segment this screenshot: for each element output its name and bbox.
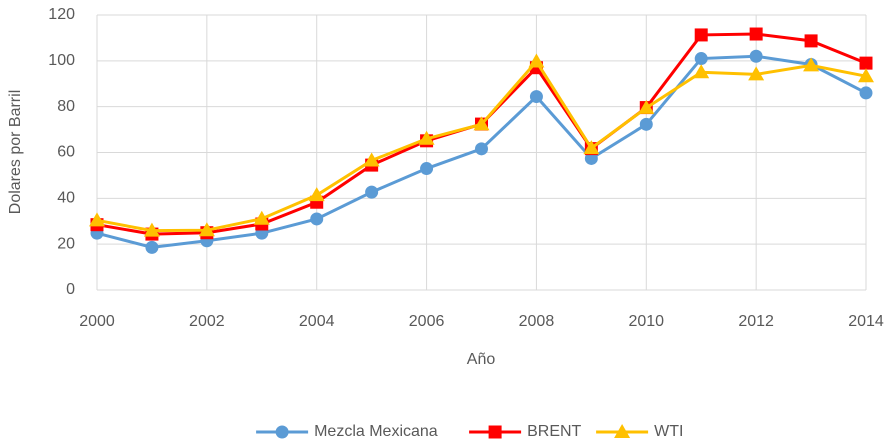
- legend-item: Mezcla Mexicana: [256, 423, 438, 440]
- data-point: [420, 162, 434, 176]
- data-point: [529, 90, 543, 104]
- legend-label: Mezcla Mexicana: [314, 423, 438, 440]
- data-point: [308, 187, 325, 202]
- x-tick-label: 2006: [409, 313, 445, 330]
- data-point: [693, 64, 710, 79]
- y-tick-label: 20: [57, 235, 75, 252]
- legend-marker: [488, 425, 502, 439]
- data-point: [638, 99, 655, 114]
- y-tick-label: 0: [66, 281, 75, 298]
- data-point: [473, 116, 490, 131]
- x-tick-label: 2000: [79, 313, 115, 330]
- data-point: [694, 28, 708, 42]
- data-point: [694, 52, 708, 66]
- data-point: [748, 66, 765, 81]
- data-point: [859, 56, 873, 70]
- data-point: [749, 49, 763, 63]
- data-point: [310, 212, 324, 226]
- legend-marker: [275, 425, 289, 439]
- data-point: [803, 57, 820, 72]
- data-point: [253, 210, 270, 225]
- data-point: [89, 212, 105, 227]
- data-point: [584, 151, 598, 165]
- data-point: [749, 27, 763, 41]
- y-tick-label: 100: [48, 52, 75, 69]
- x-tick-label: 2014: [848, 313, 884, 330]
- data-point: [418, 130, 435, 145]
- legend-item: WTI: [596, 423, 683, 440]
- data-point: [363, 152, 380, 167]
- y-tick-label: 40: [57, 190, 75, 207]
- legend-marker: [614, 424, 631, 438]
- x-tick-label: 2002: [189, 313, 225, 330]
- legend-label: WTI: [654, 423, 683, 440]
- series-line: [96, 32, 867, 236]
- y-tick-label: 120: [48, 6, 75, 23]
- data-point: [143, 222, 160, 237]
- data-point: [198, 222, 215, 237]
- x-tick-label: 2012: [738, 313, 774, 330]
- data-point: [583, 140, 600, 155]
- legend-label: BRENT: [527, 423, 581, 440]
- data-point: [859, 86, 873, 100]
- legend-item: BRENT: [469, 423, 582, 440]
- data-point: [528, 53, 545, 68]
- y-tick-label: 60: [57, 144, 75, 161]
- x-tick-label: 2008: [519, 313, 555, 330]
- data-point: [639, 117, 653, 131]
- data-point: [804, 34, 818, 48]
- data-point: [475, 142, 488, 156]
- data-point: [365, 185, 379, 199]
- data-point: [145, 240, 159, 254]
- y-axis-label: Dolares por Barril: [7, 90, 24, 214]
- x-tick-label: 2010: [628, 313, 664, 330]
- y-tick-label: 80: [57, 98, 75, 115]
- x-tick-label: 2004: [299, 313, 335, 330]
- x-axis-label: Año: [467, 351, 496, 368]
- data-point: [858, 68, 874, 83]
